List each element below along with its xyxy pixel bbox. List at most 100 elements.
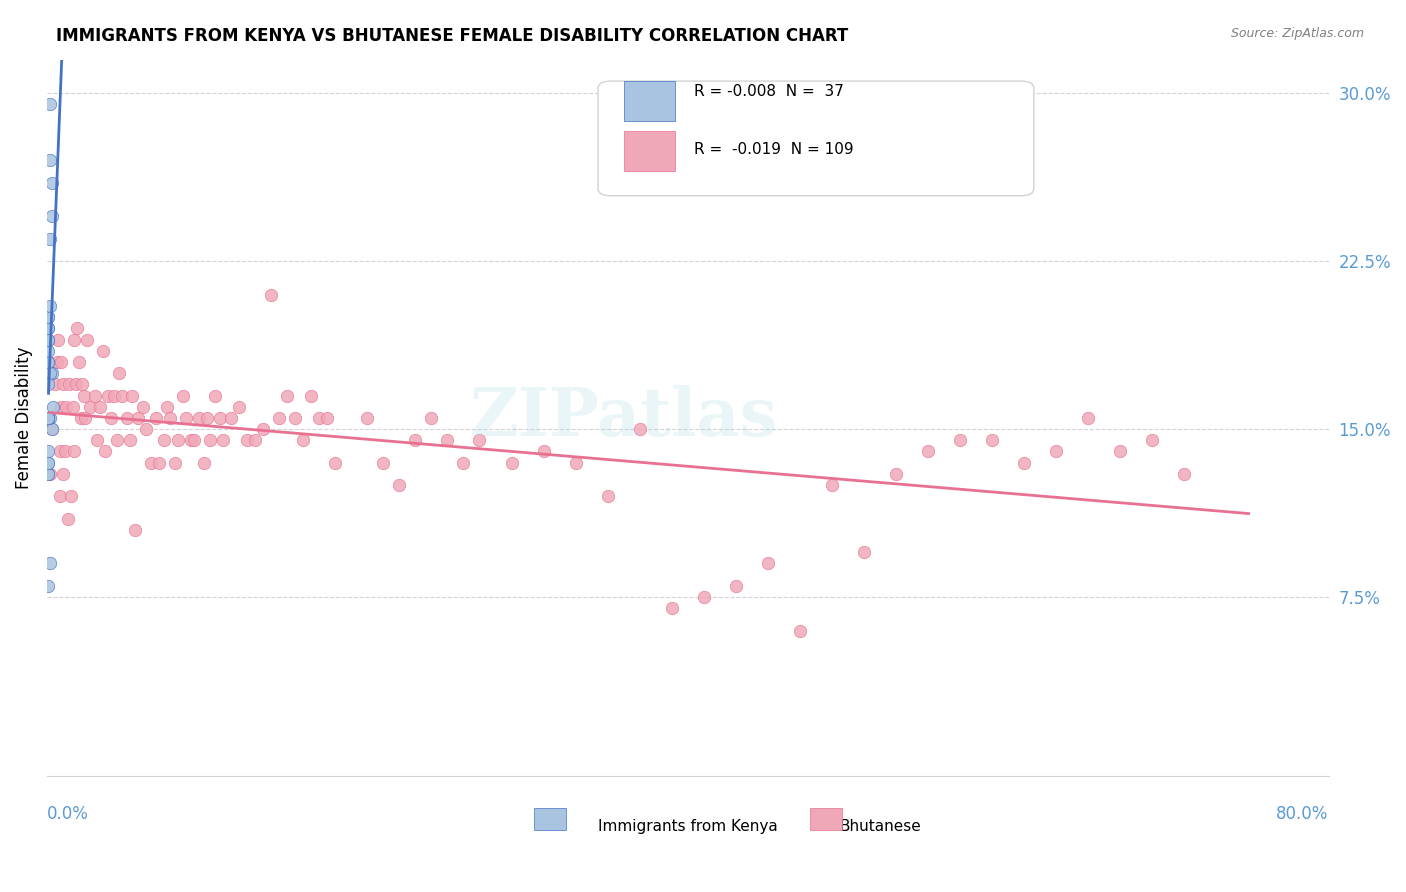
Point [66,321,89,335]
Point [139,456,162,470]
Point [693,590,716,604]
Point [243,434,266,448]
Point [79,400,101,414]
Point [316,410,339,425]
Point [41,422,63,436]
Point [108,366,131,380]
Point [70,377,93,392]
Point [53,444,76,458]
Point [373,456,395,470]
Point [37,355,59,369]
Point [276,388,298,402]
Point [884,467,907,481]
Point [37,410,59,425]
Point [37,444,59,458]
Point [1173,467,1195,481]
Point [37,355,59,369]
Point [153,434,176,448]
Point [292,434,315,448]
Point [596,489,619,503]
Point [51,355,73,369]
Point [39,467,62,481]
Point [105,434,128,448]
Point [37,456,59,470]
Point [37,321,59,335]
Text: Bhutanese: Bhutanese [839,819,921,834]
Point [111,388,134,402]
Point [37,410,59,425]
Point [167,434,190,448]
Point [39,557,62,571]
Point [65,377,87,392]
Point [97,388,120,402]
Point [228,400,250,414]
Point [37,410,59,425]
Point [67,355,90,369]
Point [45,355,67,369]
Point [56,511,79,525]
Bar [624,131,675,170]
Point [388,478,411,492]
Point [37,410,59,425]
Point [37,366,59,380]
Point [252,422,274,436]
Text: Immigrants from Kenya: Immigrants from Kenya [598,819,778,834]
Text: 0.0%: 0.0% [46,805,89,822]
Text: Source: ZipAtlas.com: Source: ZipAtlas.com [1230,27,1364,40]
Point [91,343,114,358]
Point [39,232,62,246]
Point [212,434,235,448]
Point [37,310,59,325]
Point [120,434,142,448]
Text: R = -0.008  N =  37: R = -0.008 N = 37 [695,85,844,99]
Point [100,410,122,425]
Point [52,377,75,392]
Point [159,410,181,425]
Point [42,400,65,414]
Point [436,434,458,448]
Point [37,343,59,358]
Point [37,579,59,593]
Point [37,467,59,481]
Bar [534,808,567,830]
Point [236,434,259,448]
Point [89,400,111,414]
Point [564,456,586,470]
Point [37,410,59,425]
Point [39,299,62,313]
Point [37,377,59,392]
Point [103,388,125,402]
Point [156,400,179,414]
Text: 80.0%: 80.0% [1277,805,1329,822]
Point [1109,444,1132,458]
Point [195,410,218,425]
Point [165,456,187,470]
Point [821,478,844,492]
FancyBboxPatch shape [598,81,1033,195]
Point [269,410,291,425]
Point [1077,410,1099,425]
Point [63,333,86,347]
Text: ZIPatlas: ZIPatlas [470,385,778,450]
Point [41,210,63,224]
Point [404,434,426,448]
Point [124,523,146,537]
Point [73,388,96,402]
Point [724,579,747,593]
Text: IMMIGRANTS FROM KENYA VS BHUTANESE FEMALE DISABILITY CORRELATION CHART: IMMIGRANTS FROM KENYA VS BHUTANESE FEMAL… [56,27,848,45]
Point [661,601,683,615]
Point [132,400,155,414]
Point [51,400,73,414]
Point [219,410,242,425]
Point [93,444,115,458]
Point [44,377,66,392]
Point [41,422,63,436]
Point [115,410,138,425]
Point [41,366,63,380]
Point [41,176,63,190]
Point [145,410,167,425]
Point [1012,456,1035,470]
Point [37,321,59,335]
Point [37,410,59,425]
Point [208,410,231,425]
